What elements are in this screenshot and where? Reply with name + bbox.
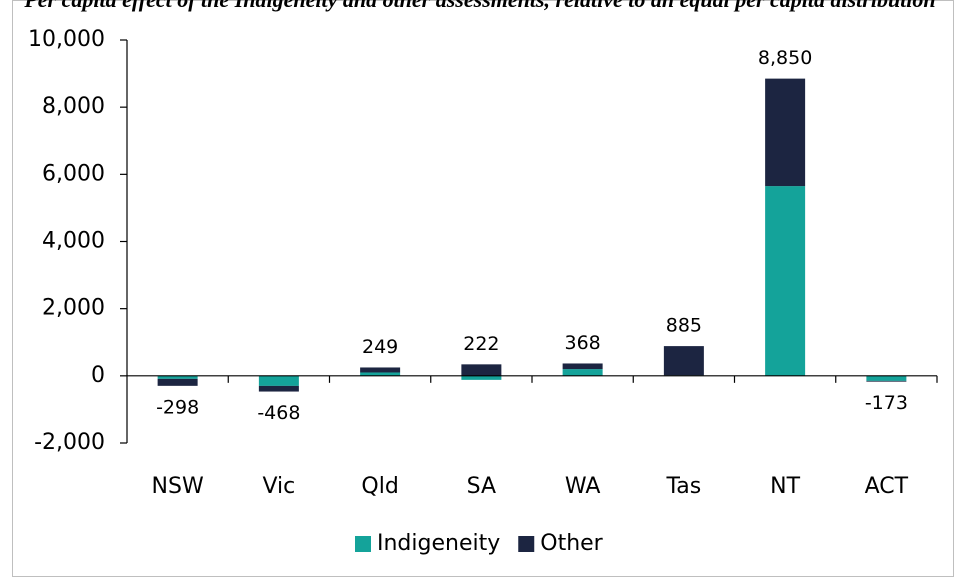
total-label: 222 bbox=[463, 333, 499, 355]
bar-segment bbox=[562, 363, 603, 370]
x-tick-label: Vic bbox=[262, 474, 295, 499]
y-tick-label: -2,000 bbox=[34, 430, 105, 455]
y-tick-label: 4,000 bbox=[42, 229, 105, 254]
chart-title: Per capita effect of the Indigeneity and… bbox=[23, 0, 935, 12]
bar-segment bbox=[663, 346, 704, 376]
y-tick-label: 6,000 bbox=[42, 161, 105, 186]
x-tick-label: NT bbox=[770, 474, 800, 499]
x-tick-label: WA bbox=[565, 474, 601, 499]
y-tick-label: 2,000 bbox=[42, 296, 105, 321]
total-label: 368 bbox=[564, 332, 600, 354]
y-tick-label: 8,000 bbox=[42, 94, 105, 119]
x-tick-label: Tas bbox=[666, 474, 702, 499]
bar-segment bbox=[360, 367, 401, 373]
bar-segment bbox=[157, 375, 198, 379]
total-label: 8,850 bbox=[758, 47, 812, 69]
y-tick-label: 0 bbox=[91, 363, 105, 388]
bar-segment bbox=[258, 375, 299, 386]
legend-swatch bbox=[518, 536, 535, 552]
bar-segment bbox=[866, 380, 907, 382]
x-tick-label: SA bbox=[467, 474, 496, 499]
x-tick-label: ACT bbox=[865, 474, 909, 499]
bar-segment bbox=[157, 378, 198, 386]
total-label: -173 bbox=[865, 392, 908, 414]
bar-segment bbox=[258, 385, 299, 392]
bar-segment bbox=[461, 375, 502, 380]
total-label: -298 bbox=[156, 396, 199, 418]
bar-segment bbox=[765, 78, 806, 187]
legend-label: Indigeneity bbox=[377, 531, 500, 556]
bar-segment bbox=[765, 186, 806, 376]
bar-segment bbox=[461, 364, 502, 376]
bar-segment bbox=[866, 375, 907, 381]
bar-segment bbox=[360, 372, 401, 376]
total-label: -468 bbox=[257, 402, 300, 424]
x-tick-label: Qld bbox=[361, 474, 398, 499]
legend-swatch bbox=[355, 536, 371, 552]
total-label: 249 bbox=[362, 336, 398, 358]
y-tick-label: 10,000 bbox=[28, 27, 105, 52]
x-tick-label: NSW bbox=[152, 474, 204, 499]
total-label: 885 bbox=[666, 315, 702, 337]
bar-segment bbox=[562, 369, 603, 376]
legend-label: Other bbox=[540, 531, 603, 556]
